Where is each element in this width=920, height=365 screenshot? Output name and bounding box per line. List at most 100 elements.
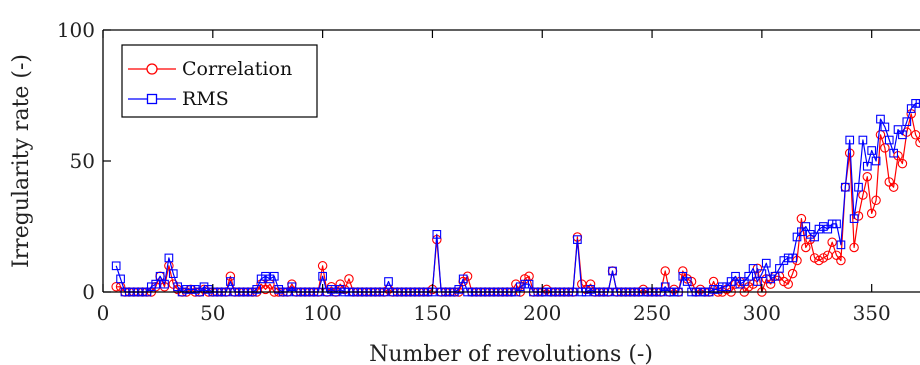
data-point <box>190 285 200 294</box>
data-point <box>761 258 771 268</box>
x-tick-label: 150 <box>413 301 451 325</box>
data-point <box>722 282 732 292</box>
data-point <box>832 219 841 229</box>
data-point <box>287 282 297 292</box>
data-point <box>836 240 846 250</box>
data-point <box>814 224 824 234</box>
legend-marker-rms <box>146 93 158 105</box>
data-point <box>608 266 617 276</box>
data-point <box>862 161 872 171</box>
data-point <box>910 130 920 140</box>
x-tick-label: 300 <box>743 301 781 325</box>
y-tick-label: 0 <box>82 280 95 304</box>
data-point <box>810 232 819 242</box>
data-point <box>344 274 354 284</box>
data-point <box>151 279 161 289</box>
data-point <box>520 279 530 289</box>
data-point <box>836 255 846 266</box>
data-point <box>823 250 833 261</box>
data-point <box>735 279 745 289</box>
data-point <box>854 182 863 192</box>
data-point <box>252 285 262 294</box>
data-point <box>111 261 121 271</box>
data-point <box>731 271 740 281</box>
data-point <box>708 276 719 287</box>
legend-label-rms: RMS <box>182 88 229 110</box>
data-point <box>858 190 868 200</box>
data-point <box>660 282 670 292</box>
data-point <box>871 195 881 206</box>
data-point <box>327 285 336 294</box>
x-tick-label: 100 <box>304 301 342 325</box>
data-point <box>783 279 793 289</box>
x-axis-title: Number of revolutions (-) <box>369 342 653 365</box>
data-point <box>840 182 850 192</box>
data-point <box>797 227 806 237</box>
data-point <box>792 232 802 242</box>
data-point <box>748 279 758 289</box>
data-point <box>805 234 815 245</box>
y-tick-label: 50 <box>70 149 95 173</box>
data-point <box>335 285 345 294</box>
data-point <box>265 279 275 289</box>
data-point <box>898 130 907 140</box>
data-point <box>766 274 776 284</box>
data-point <box>788 253 797 263</box>
data-point <box>116 274 125 284</box>
data-point <box>317 261 328 271</box>
data-point <box>858 135 868 145</box>
data-point <box>225 271 236 282</box>
data-point <box>585 279 596 289</box>
data-point <box>173 282 183 292</box>
data-point <box>889 148 898 158</box>
data-point <box>753 277 762 286</box>
data-point <box>888 182 899 192</box>
data-point <box>915 137 920 148</box>
data-point <box>770 271 780 281</box>
data-point <box>111 282 121 292</box>
plot-area <box>111 99 920 297</box>
data-point <box>792 255 802 266</box>
x-tick-label: 250 <box>633 301 671 325</box>
data-point <box>384 277 393 286</box>
data-point <box>573 235 582 244</box>
data-point <box>801 222 811 231</box>
data-point <box>709 285 718 294</box>
data-point <box>678 271 688 281</box>
data-point <box>880 143 890 153</box>
data-point <box>911 99 920 108</box>
data-point <box>871 156 881 166</box>
data-point <box>897 158 908 169</box>
data-point <box>875 130 886 140</box>
data-point <box>168 269 178 279</box>
data-point <box>274 285 284 294</box>
data-point <box>739 277 749 286</box>
data-point <box>779 256 789 265</box>
data-point <box>787 268 798 279</box>
data-point <box>893 125 903 134</box>
data-point <box>866 208 877 219</box>
data-point <box>906 104 916 113</box>
legend-label-correlation: Correlation <box>182 58 292 80</box>
data-point <box>893 151 903 161</box>
data-point <box>801 242 811 253</box>
data-point <box>713 285 723 294</box>
data-point <box>586 285 595 294</box>
data-point <box>823 224 833 234</box>
axes: 0 50 100 150 200 250 300 350 0 50 100 <box>57 18 920 325</box>
data-point <box>269 271 279 281</box>
data-point <box>226 277 235 286</box>
data-point <box>744 271 754 281</box>
data-point <box>783 253 793 263</box>
data-point <box>164 253 174 263</box>
data-point <box>524 271 534 282</box>
series-rms <box>111 99 920 297</box>
series-correlation <box>111 109 920 297</box>
data-point <box>849 214 859 223</box>
data-point <box>155 271 165 281</box>
data-point <box>717 282 727 292</box>
data-point <box>524 279 534 289</box>
series-line <box>116 113 920 293</box>
data-point <box>849 242 859 253</box>
